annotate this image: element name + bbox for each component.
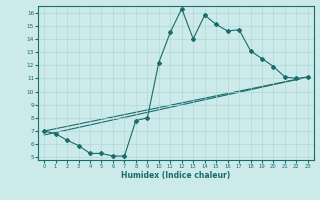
X-axis label: Humidex (Indice chaleur): Humidex (Indice chaleur) (121, 171, 231, 180)
